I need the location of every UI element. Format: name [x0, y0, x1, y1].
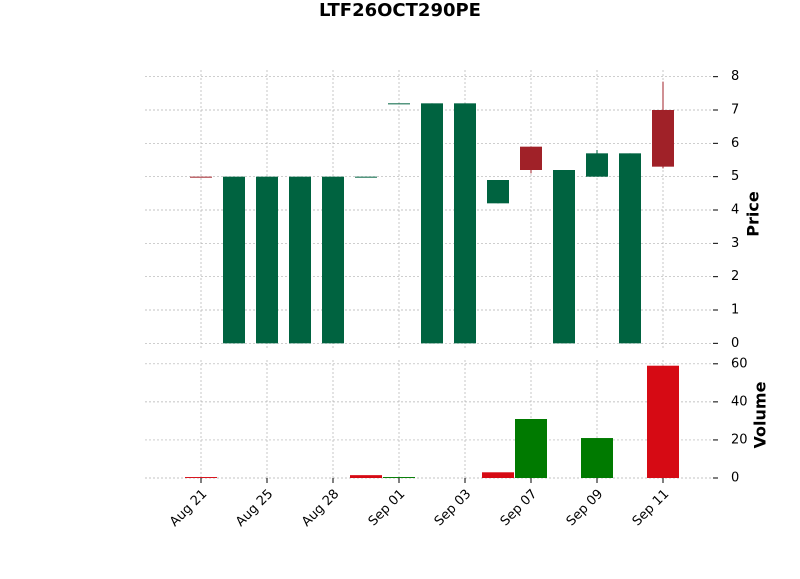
volume-bar: [185, 477, 217, 478]
volume-bar: [647, 365, 679, 478]
candle-body: [388, 103, 410, 105]
y-tick-label: 4: [731, 203, 739, 218]
volume-tick-label: 0: [731, 471, 739, 486]
volume-bar: [482, 472, 514, 478]
volume-bar: [581, 438, 613, 478]
y-tick-label: 2: [731, 269, 739, 284]
volume-tick-label: 40: [731, 394, 748, 409]
candle-body: [619, 153, 641, 344]
y-tick-label: 8: [731, 69, 739, 84]
volume-tick-label: 60: [731, 356, 748, 371]
candle-body: [652, 110, 674, 167]
volume-bar: [350, 475, 382, 478]
candle-body: [421, 103, 443, 344]
candle-body: [454, 103, 476, 344]
y-tick-label: 5: [731, 169, 739, 184]
y-tick-label: 0: [731, 336, 739, 351]
y-tick-label: 3: [731, 236, 739, 251]
candle-body: [256, 176, 278, 344]
candle-body: [355, 176, 377, 178]
x-tick-label: Aug 21: [167, 487, 210, 530]
volume-axis-label: Volume: [751, 381, 770, 448]
candle-body: [487, 180, 509, 204]
x-tick-label: Sep 07: [498, 487, 541, 530]
candle-body: [190, 176, 212, 178]
x-tick-label: Sep 11: [630, 487, 673, 530]
candle-body: [553, 170, 575, 344]
y-tick-label: 1: [731, 303, 739, 318]
volume-bar: [383, 477, 415, 478]
volume-tick-label: 20: [731, 432, 748, 447]
volume-bar: [515, 419, 547, 478]
chart-title: LTF26OCT290PE: [319, 0, 481, 21]
y-tick-label: 6: [731, 136, 739, 151]
candle-body: [322, 176, 344, 344]
x-tick-label: Sep 09: [564, 487, 607, 530]
candle-body: [223, 176, 245, 344]
y-tick-label: 7: [731, 103, 739, 118]
x-tick-label: Sep 01: [366, 487, 409, 530]
candle-body: [586, 153, 608, 177]
x-tick-label: Aug 25: [233, 487, 276, 530]
candle-body: [289, 176, 311, 344]
x-tick-label: Aug 28: [299, 487, 342, 530]
candle-body: [520, 146, 542, 170]
x-tick-label: Sep 03: [432, 487, 475, 530]
y-axis-label: Price: [744, 191, 763, 237]
